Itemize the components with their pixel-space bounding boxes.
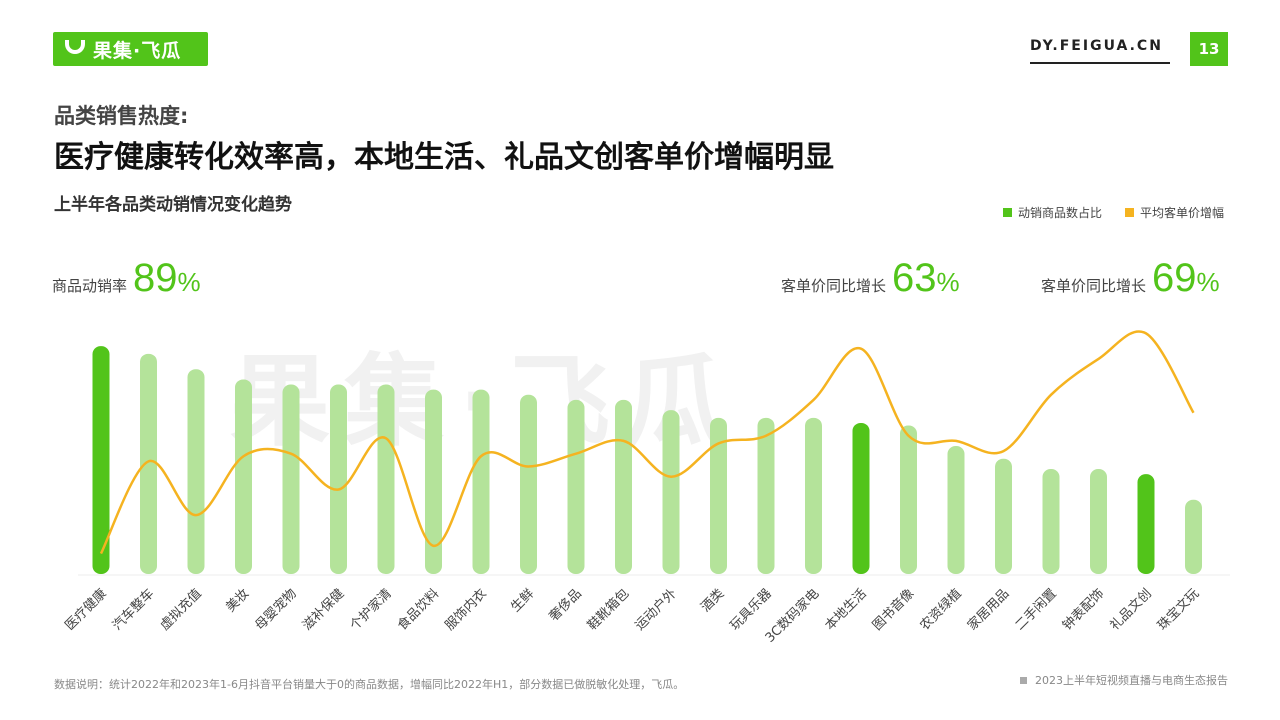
x-tick-label: 酒类: [698, 586, 727, 615]
chart-bar: [567, 399, 585, 574]
x-tick-label: 医疗健康: [62, 586, 110, 634]
x-tick-label: 图书音像: [869, 586, 917, 634]
x-tick-label: 母婴宠物: [252, 586, 300, 634]
callout-label: 商品动销率: [52, 277, 128, 295]
chart-bar: [377, 384, 395, 574]
x-tick-label: 运动户外: [632, 586, 680, 634]
chart-bar: [710, 417, 727, 574]
chart-bar: [1185, 499, 1202, 574]
x-tick-label: 钟表配饰: [1059, 586, 1107, 634]
chart-bar: [520, 394, 537, 574]
x-tick-label: 汽车整车: [109, 586, 157, 634]
callout-local-life: 客单价同比增长 63 %: [781, 256, 960, 301]
chart-series-line: [99, 330, 1195, 555]
x-tick-label: 鞋靴箱包: [584, 586, 632, 634]
callout-value: 69: [1152, 256, 1197, 300]
legend-item-line: 平均客单价增幅: [1125, 204, 1224, 221]
chart-bar: [425, 389, 442, 574]
chart-bar: [187, 369, 205, 574]
x-tick-label: 农资绿植: [917, 586, 964, 633]
x-tick-label: 家居用品: [964, 586, 1012, 634]
square-icon: [1020, 676, 1027, 684]
callout-label: 客单价同比增长: [781, 277, 887, 295]
legend-label-line: 平均客单价增幅: [1140, 206, 1225, 220]
chart-title: 上半年各品类动销情况变化趋势: [54, 195, 292, 215]
legend-swatch-line: [1125, 208, 1134, 217]
brand-logo: 果集·飞瓜: [53, 32, 208, 66]
callout-unit: %: [1196, 267, 1220, 297]
chart-bar: [140, 353, 157, 574]
x-tick-label: 珠宝文玩: [1155, 586, 1202, 633]
page-number: 13: [1190, 32, 1228, 66]
legend-swatch-bar: [1003, 208, 1012, 217]
callout-label: 客单价同比增长: [1041, 277, 1147, 295]
chart-bar: [1137, 474, 1155, 574]
chart-bar: [947, 446, 965, 574]
page-title: 医疗健康转化效率高，本地生活、礼品文创客单价增幅明显: [54, 140, 834, 175]
x-tick-label: 礼品文创: [1107, 586, 1155, 634]
chart-bar: [1042, 469, 1060, 574]
chart-bar: [282, 384, 300, 574]
legend-label-bar: 动销商品数占比: [1018, 206, 1103, 220]
x-tick-label: 食品饮料: [394, 586, 442, 634]
legend-item-bar: 动销商品数占比: [1003, 204, 1102, 221]
logo-text: 果集·飞瓜: [93, 39, 182, 62]
site-url[interactable]: DY.FEIGUA.CN: [1030, 38, 1163, 54]
callout-value: 63: [892, 256, 937, 300]
callout-unit: %: [177, 267, 201, 297]
chart-bar: [330, 384, 347, 574]
chart-bar: [235, 379, 252, 574]
x-tick-label: 虚拟充值: [157, 586, 205, 634]
chart-bar: [852, 422, 870, 574]
data-note: 数据说明：统计2022年和2023年1-6月抖音平台销量大于0的商品数据，增幅同…: [54, 678, 685, 691]
report-title: 2023上半年短视频直播与电商生态报告: [1035, 674, 1228, 687]
chart-bar: [757, 417, 775, 574]
chart-bar: [900, 425, 917, 574]
x-tick-label: 生鲜: [508, 586, 537, 615]
callout-unit: %: [936, 267, 960, 297]
section-subtitle: 品类销售热度:: [54, 104, 189, 128]
x-tick-label: 美妆: [223, 586, 252, 615]
chart-bar: [615, 399, 632, 574]
callout-sell-through: 商品动销率 89 %: [52, 256, 201, 301]
x-tick-label: 奢侈品: [547, 586, 585, 624]
callout-gifts: 客单价同比增长 69 %: [1041, 256, 1220, 301]
x-tick-label: 个护家清: [347, 586, 395, 634]
x-tick-label: 玩具乐器: [727, 586, 774, 633]
chart-bar: [805, 417, 822, 574]
x-tick-label: 服饰内衣: [442, 586, 490, 634]
chart-bar: [472, 389, 490, 574]
site-underline: [1030, 62, 1170, 64]
chart-bar: [1090, 469, 1107, 574]
chart-bar: [662, 410, 680, 574]
chart-bar: [92, 346, 110, 574]
report-name: 2023上半年短视频直播与电商生态报告: [1020, 672, 1228, 688]
logo-icon: [65, 40, 85, 54]
callout-value: 89: [133, 256, 178, 300]
x-tick-label: 二手闲置: [1012, 586, 1059, 633]
x-tick-label: 滋补保健: [300, 586, 347, 633]
chart-bar: [995, 458, 1012, 574]
x-tick-label: 本地生活: [822, 586, 869, 633]
